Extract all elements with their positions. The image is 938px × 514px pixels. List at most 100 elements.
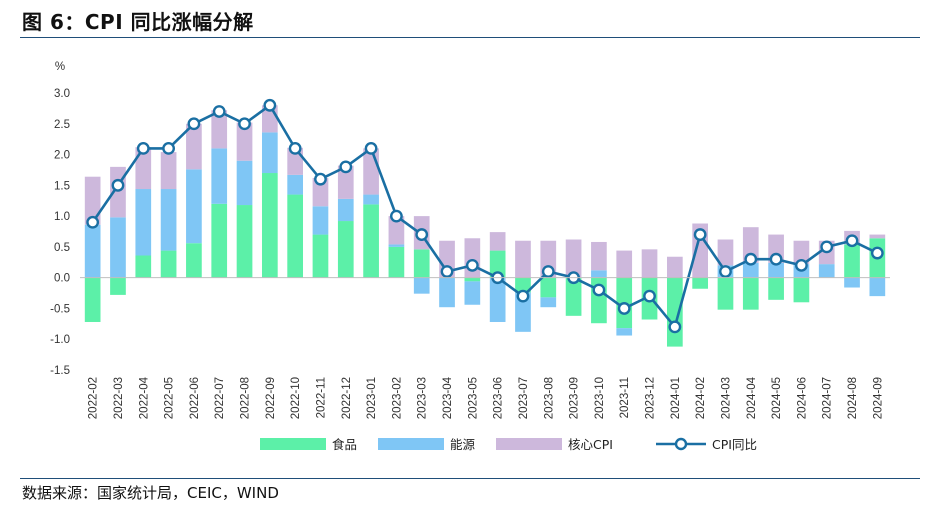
bar-能源-2022-07: [211, 148, 228, 204]
cpi-point-2022-02: [86, 215, 100, 229]
cpi-point-2024-09: [870, 246, 884, 260]
bar-食品-2024-04: [742, 277, 759, 310]
y-tick-label: 0.5: [54, 242, 70, 254]
cpi-point-2023-04: [440, 265, 454, 278]
cpi-line: [91, 103, 878, 330]
bar-核心CPI-2022-05: [160, 152, 177, 190]
cpi-point-2024-04: [744, 252, 758, 266]
x-tick-label: 2024-05: [771, 377, 783, 419]
cpi-point-2022-07: [212, 105, 226, 118]
bar-核心CPI-2023-02: [388, 216, 405, 245]
cpi-point-2023-12: [643, 289, 656, 303]
bar-能源-2022-06: [186, 169, 202, 244]
cpi-point-2023-02: [390, 209, 403, 223]
x-tick-label: 2024-09: [872, 377, 884, 419]
bar-能源-2024-09: [869, 277, 886, 297]
cpi-point-2024-02: [693, 228, 707, 241]
bar-核心CPI-2024-06: [793, 240, 810, 265]
bar-核心CPI-2022-12: [337, 165, 354, 199]
bar-食品-2023-08: [540, 277, 557, 298]
x-tick-label: 2024-06: [796, 377, 808, 419]
x-tick-label: 2024-02: [695, 377, 707, 419]
cpi-point-2023-11: [617, 302, 631, 315]
source-note: 数据来源：国家统计局，CEIC，WIND: [22, 484, 279, 502]
bar-能源-2022-12: [337, 198, 354, 222]
bar-食品-2022-12: [337, 221, 354, 278]
x-tick-label: 2022-05: [164, 377, 176, 419]
bar-能源-2024-08: [844, 277, 860, 288]
bar-能源-2024-04: [742, 262, 759, 278]
y-tick-label: -1.5: [50, 365, 70, 377]
bar-核心CPI-2023-10: [591, 241, 607, 271]
bar-能源-2023-01: [363, 194, 379, 205]
legend-label-食品: 食品: [332, 437, 357, 452]
bar-食品-2024-03: [717, 277, 734, 310]
x-tick-label: 2022-04: [138, 376, 150, 419]
bar-核心CPI-2023-12: [641, 249, 658, 278]
legend-swatch-能源: [378, 438, 444, 450]
bar-核心CPI-2022-06: [186, 123, 202, 170]
bar-能源-2023-04: [439, 277, 455, 308]
bar-食品-2023-02: [388, 246, 405, 278]
cpi-point-2022-05: [162, 141, 175, 155]
x-tick-label: 2024-03: [720, 377, 732, 419]
bar-能源-2022-03: [110, 217, 126, 278]
bar-食品-2024-08: [844, 244, 860, 278]
cpi-point-2024-06: [795, 258, 808, 272]
y-tick-label: -1.0: [50, 334, 70, 346]
y-tick-label: 3.0: [54, 88, 70, 100]
cpi-point-2023-01: [364, 141, 378, 155]
cpi-point-2023-03: [415, 228, 429, 241]
bar-食品-2024-01: [666, 277, 683, 347]
x-tick-label: 2023-03: [417, 377, 429, 419]
bar-核心CPI-2024-09: [869, 234, 886, 239]
bar-食品-2023-09: [565, 277, 582, 316]
x-tick-label: 2024-04: [746, 376, 758, 419]
cpi-point-2022-08: [238, 117, 251, 131]
x-tick-label: 2023-08: [543, 377, 555, 419]
bar-食品-2024-02: [692, 277, 709, 289]
y-tick-label: 0.0: [54, 273, 70, 285]
cpi-point-2023-10: [592, 283, 606, 297]
bar-食品-2024-06: [793, 277, 810, 303]
legend-swatch-食品: [260, 438, 326, 450]
bar-核心CPI-2022-07: [211, 110, 228, 149]
bar-核心CPI-2023-05: [464, 238, 481, 278]
x-tick-label: 2024-07: [822, 377, 834, 419]
figure-title: 图 6：CPI 同比涨幅分解: [22, 10, 254, 34]
bar-能源-2024-05: [768, 262, 784, 278]
bar-食品-2022-06: [186, 243, 202, 278]
bar-食品-2022-11: [312, 234, 329, 278]
legend-swatch-核心CPI: [496, 438, 562, 450]
x-tick-label: 2022-03: [113, 377, 125, 419]
x-tick-label: 2022-07: [214, 377, 226, 419]
x-tick-label: 2023-12: [645, 377, 657, 419]
bar-核心CPI-2022-04: [135, 147, 152, 190]
bar-核心CPI-2022-02: [84, 176, 101, 225]
x-tick-label: 2022-08: [240, 377, 252, 419]
y-tick-label: 2.0: [54, 150, 70, 162]
bar-能源-2022-08: [236, 160, 253, 206]
x-tick-label: 2023-10: [594, 377, 606, 419]
bar-能源-2022-11: [312, 206, 329, 235]
x-tick-label: 2022-10: [290, 377, 302, 419]
y-tick-label: 1.5: [54, 180, 70, 192]
x-tick-label: 2022-11: [315, 377, 327, 418]
x-tick-label: 2023-02: [391, 377, 403, 419]
x-tick-label: 2023-01: [366, 377, 378, 419]
cpi-point-2023-07: [516, 289, 530, 303]
cpi-point-2022-11: [314, 172, 327, 186]
bar-能源-2023-11: [616, 328, 633, 336]
legend-label-核心CPI: 核心CPI: [568, 437, 613, 452]
cpi-point-2022-09: [263, 98, 277, 112]
bar-能源-2022-04: [135, 189, 152, 256]
bar-核心CPI-2023-11: [616, 250, 633, 278]
y-axis-unit: %: [55, 61, 65, 73]
bar-食品-2022-05: [160, 250, 177, 278]
bar-食品-2023-01: [363, 204, 379, 278]
x-tick-label: 2023-05: [467, 377, 479, 419]
bar-核心CPI-2023-07: [515, 240, 531, 278]
title-rule: [20, 37, 920, 38]
bar-能源-2022-02: [84, 224, 101, 278]
bar-食品-2022-09: [261, 173, 278, 278]
